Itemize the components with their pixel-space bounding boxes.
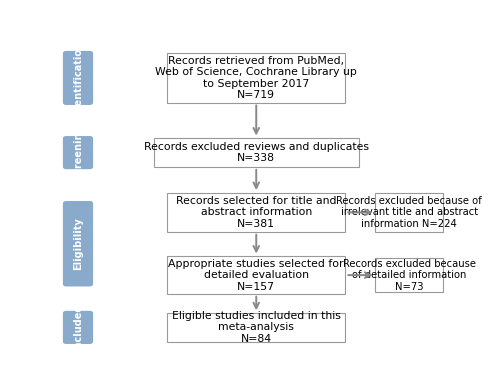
Text: Records excluded because of
irrelevant title and abstract
information N=224: Records excluded because of irrelevant t…	[336, 196, 482, 229]
Text: Identification: Identification	[73, 41, 83, 115]
Text: Screening: Screening	[73, 125, 83, 180]
FancyBboxPatch shape	[167, 256, 346, 294]
FancyBboxPatch shape	[167, 193, 346, 232]
FancyBboxPatch shape	[154, 139, 359, 167]
Text: Records selected for title and
abstract information
N=381: Records selected for title and abstract …	[176, 196, 336, 229]
Text: Records excluded reviews and duplicates
N=338: Records excluded reviews and duplicates …	[144, 142, 369, 163]
FancyBboxPatch shape	[376, 193, 443, 232]
Text: Records retrieved from PubMed,
Web of Science, Cochrane Library up
to September : Records retrieved from PubMed, Web of Sc…	[156, 55, 357, 100]
Text: Eligibility: Eligibility	[73, 217, 83, 270]
FancyBboxPatch shape	[63, 136, 93, 169]
FancyBboxPatch shape	[63, 51, 93, 105]
FancyBboxPatch shape	[167, 313, 346, 341]
FancyBboxPatch shape	[376, 258, 443, 292]
Text: Appropriate studies selected for
detailed evaluation
N=157: Appropriate studies selected for detaile…	[168, 258, 344, 292]
Text: Records excluded because
of detailed information
N=73: Records excluded because of detailed inf…	[343, 258, 476, 292]
FancyBboxPatch shape	[63, 201, 93, 286]
Text: Included: Included	[73, 304, 83, 351]
FancyBboxPatch shape	[167, 53, 346, 102]
Text: Eligible studies included in this
meta-analysis
N=84: Eligible studies included in this meta-a…	[172, 311, 340, 344]
FancyBboxPatch shape	[63, 311, 93, 344]
